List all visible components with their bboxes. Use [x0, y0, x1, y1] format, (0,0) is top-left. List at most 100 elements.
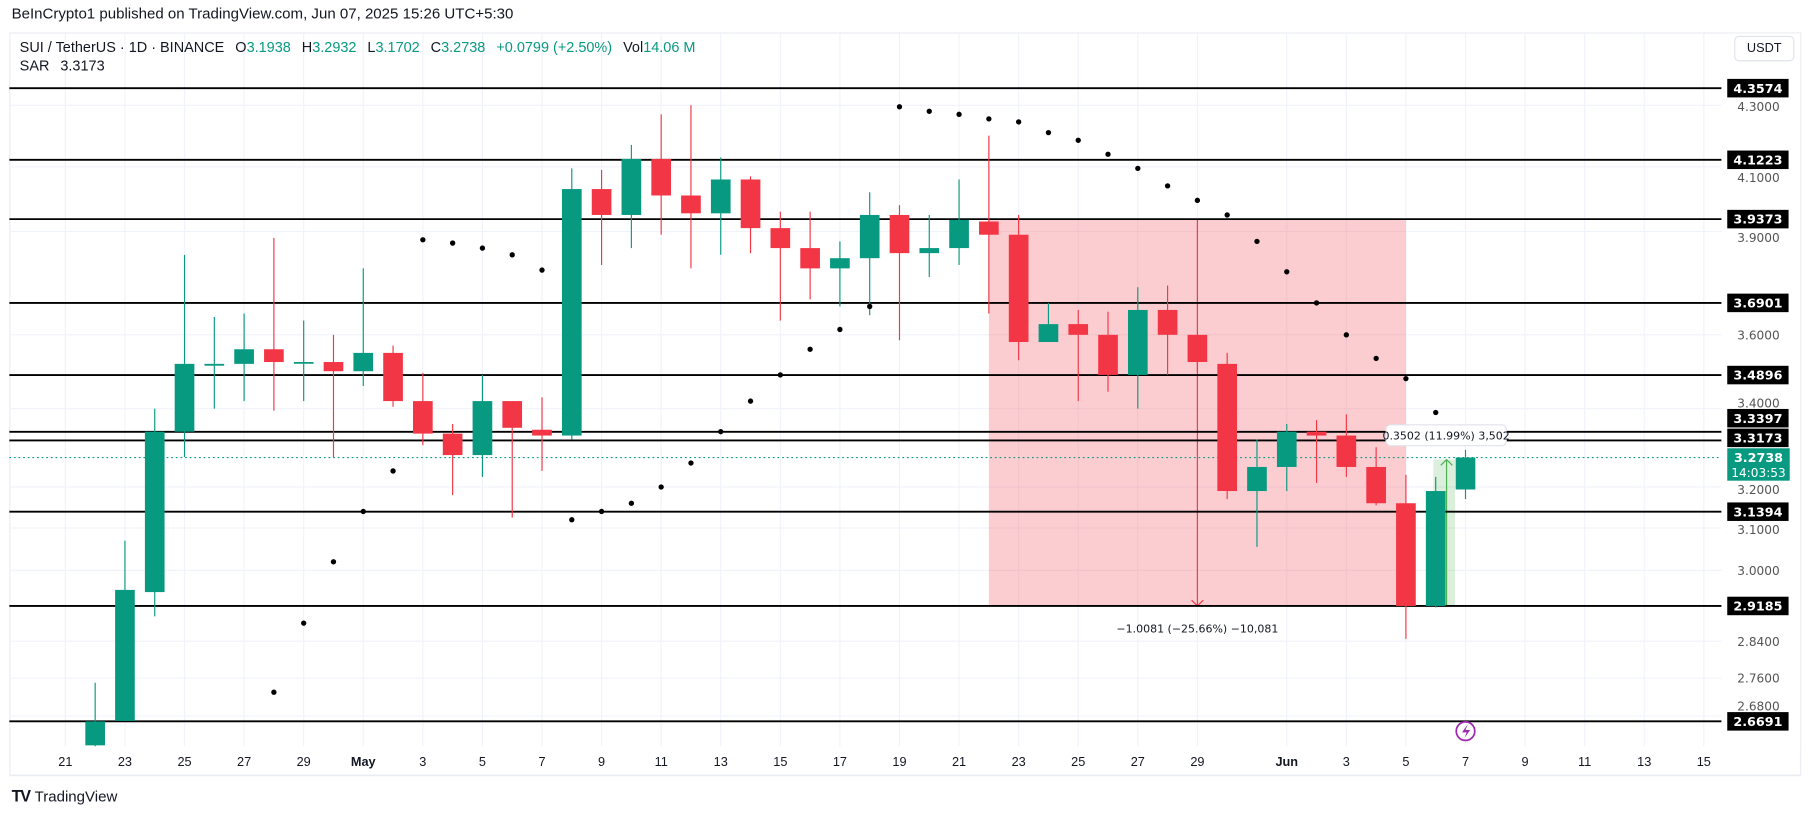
- candle: [1366, 447, 1386, 506]
- level-price-label-box: [1727, 596, 1789, 616]
- candle-body: [204, 363, 225, 366]
- level-price-label: 4.1223: [1733, 152, 1782, 167]
- candle-body: [144, 431, 165, 593]
- level-price-label-box: [1727, 78, 1789, 98]
- candle: [413, 373, 433, 446]
- level-price-label-box: [1727, 365, 1789, 385]
- time-tick-label: 29: [1190, 754, 1204, 769]
- tradingview-logo-text: TradingView: [34, 787, 118, 805]
- high-value: 3.2932: [312, 39, 357, 56]
- time-tick-label: 21: [952, 754, 966, 769]
- lightning-alert-icon[interactable]: [1455, 721, 1476, 742]
- sar-dot: [896, 104, 903, 110]
- attribution: BeInCrypto1 published on TradingView.com…: [11, 4, 514, 22]
- sar-dot: [837, 326, 843, 333]
- sar-dot: [509, 252, 515, 258]
- sar-dot: [807, 346, 813, 352]
- candle: [591, 169, 612, 265]
- sar-label[interactable]: SAR: [19, 57, 50, 75]
- sar-dot: [1015, 119, 1022, 125]
- candle: [1098, 311, 1118, 392]
- lightning-glyph-icon: [1462, 724, 1471, 739]
- sar-dot: [1045, 129, 1052, 136]
- candle: [830, 241, 850, 307]
- price-tick-label: 3.2000: [1737, 483, 1779, 497]
- time-tick-label: 25: [177, 754, 191, 769]
- candle: [1276, 423, 1297, 492]
- time-tick-label: 3: [1343, 754, 1350, 769]
- candle-body: [1098, 334, 1118, 375]
- candle: [1336, 414, 1357, 477]
- level-price-label-box: [1727, 502, 1789, 521]
- candle-body: [919, 248, 940, 254]
- level-price-label: 3.4896: [1733, 368, 1782, 383]
- candle: [174, 254, 195, 458]
- level-price-label-box: [1727, 408, 1789, 428]
- candle: [1396, 474, 1416, 639]
- candle: [1455, 449, 1476, 500]
- candle-body: [681, 195, 701, 214]
- candle: [1157, 285, 1178, 375]
- time-tick-label: 27: [1131, 754, 1145, 769]
- sar-dot: [1075, 137, 1081, 143]
- sar-dot: [1164, 183, 1171, 189]
- candle: [1247, 439, 1267, 547]
- time-tick-label: 29: [297, 754, 311, 769]
- candle: [710, 157, 731, 255]
- candle: [1038, 302, 1059, 343]
- close-value: 3.2738: [441, 39, 486, 56]
- symbol-info[interactable]: SUI / TetherUS · 1D · BINANCE: [19, 39, 225, 56]
- candle: [293, 320, 314, 402]
- candle-body: [1455, 457, 1476, 490]
- sar-dot: [956, 111, 962, 117]
- candle: [651, 114, 672, 235]
- candle: [979, 135, 999, 314]
- candle-body: [353, 352, 374, 372]
- price-tick-label: 3.9000: [1737, 231, 1779, 245]
- candle-body: [1008, 234, 1029, 343]
- level-price-label-box: [1727, 428, 1789, 448]
- candle-body: [800, 248, 820, 269]
- low-value: 3.1702: [375, 39, 420, 56]
- countdown-label: 14:03:53: [1731, 466, 1785, 480]
- legend: SUI / TetherUS · 1D · BINANCE O3.1938 H3…: [20, 38, 703, 75]
- candle-body: [949, 219, 969, 249]
- candle: [85, 682, 105, 747]
- sar-dot: [1373, 355, 1379, 362]
- candle: [353, 268, 374, 387]
- sar-dot: [301, 620, 307, 626]
- currency-button[interactable]: USDT: [1734, 35, 1795, 62]
- sar-dot: [479, 245, 486, 251]
- measure-label-gain: 0.3502 (11.99%) 3,502: [1382, 429, 1509, 442]
- current-price-label: 3.2738: [1734, 450, 1783, 465]
- change-value: +0.0799 (+2.50%): [496, 39, 613, 56]
- sar-dot: [1313, 300, 1320, 306]
- candle: [115, 540, 135, 721]
- tradingview-logo-icon: TV: [11, 786, 32, 806]
- candle: [1008, 214, 1029, 361]
- candle-body: [234, 349, 254, 364]
- sar-dot: [1343, 332, 1350, 338]
- price-tick-label: 4.3000: [1737, 100, 1779, 114]
- candle-body: [1247, 466, 1267, 492]
- sar-dot: [1194, 197, 1201, 203]
- tradingview-logo[interactable]: TV TradingView: [12, 787, 118, 806]
- candle: [1187, 334, 1208, 372]
- sar-dot: [1224, 212, 1230, 218]
- candle-body: [561, 189, 582, 436]
- candle-body: [174, 363, 195, 432]
- current-price-label-box: [1727, 448, 1790, 481]
- time-tick-label: 5: [479, 754, 486, 769]
- price-tick-label: 3.0000: [1737, 564, 1779, 578]
- candle-body: [859, 214, 880, 259]
- sar-dot: [986, 116, 992, 122]
- candle-body: [442, 433, 463, 456]
- candle-body: [1187, 334, 1208, 363]
- price-tick-label: 3.6000: [1737, 328, 1779, 342]
- sar-dot: [628, 500, 635, 506]
- price-tick-label: 4.1000: [1737, 171, 1779, 185]
- candle: [800, 211, 820, 300]
- candle: [144, 408, 165, 617]
